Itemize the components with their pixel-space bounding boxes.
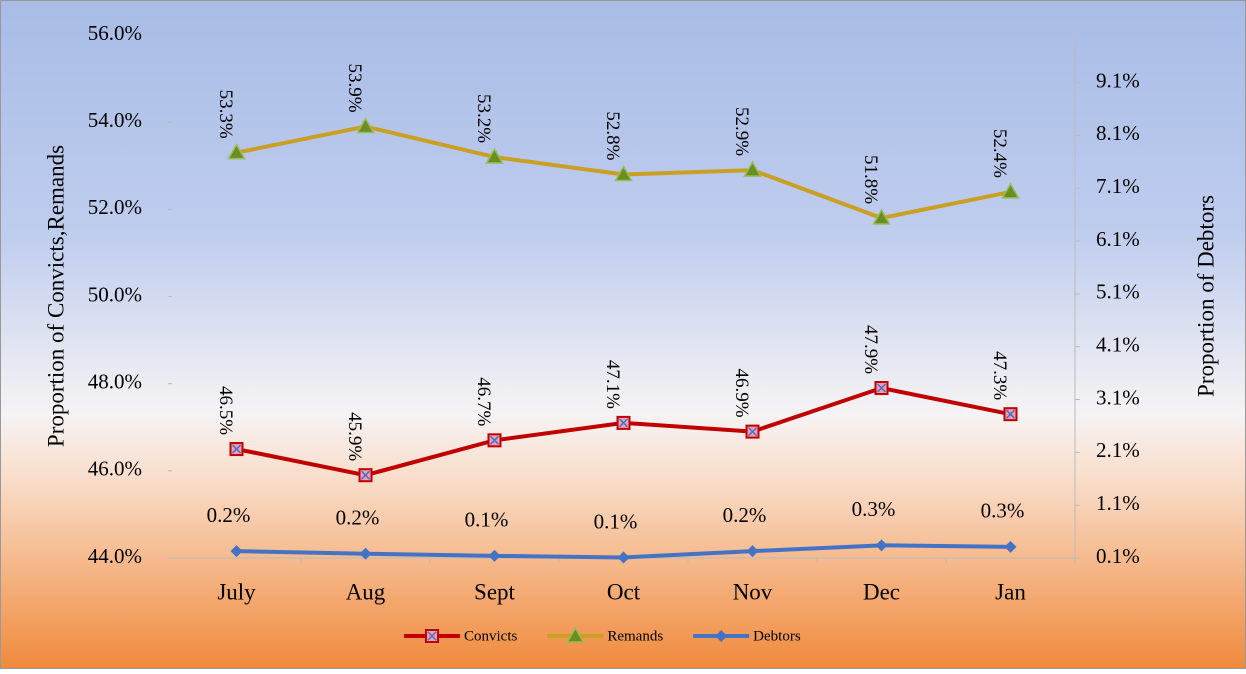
y2-tick-label: 3.1% <box>1096 385 1140 409</box>
data-label: 45.9% <box>344 412 365 461</box>
data-label: 0.2% <box>723 503 767 527</box>
point <box>488 549 501 562</box>
y2-tick-label: 9.1% <box>1096 68 1140 92</box>
point <box>359 547 372 560</box>
y-tick-label: 54.0% <box>88 108 142 132</box>
point <box>230 545 243 558</box>
y2-tick-label: 1.1% <box>1096 491 1140 515</box>
point <box>485 147 504 164</box>
point <box>745 424 760 439</box>
y2-tick-label: 0.1% <box>1096 544 1140 568</box>
point <box>229 442 244 457</box>
data-label: 47.9% <box>860 325 881 374</box>
data-label: 0.1% <box>594 509 638 533</box>
data-label: 52.9% <box>731 107 752 156</box>
y-tick-label: 52.0% <box>88 195 142 219</box>
data-label: 46.5% <box>215 386 236 435</box>
y-axis-title: Proportion of Convicts,Remands <box>43 145 68 447</box>
point <box>616 415 631 430</box>
data-label: 47.1% <box>602 360 623 409</box>
y2-axis-title: Proportion of Debtors <box>1193 195 1218 397</box>
data-label: 46.9% <box>731 369 752 418</box>
data-label: 53.9% <box>344 63 365 112</box>
y2-tick-label: 4.1% <box>1096 332 1140 356</box>
y-tick-label: 44.0% <box>88 544 142 568</box>
legend-marker <box>425 629 439 643</box>
y2-tick-label: 7.1% <box>1096 174 1140 198</box>
point <box>743 160 762 177</box>
point <box>1003 407 1018 422</box>
point <box>614 164 633 182</box>
point <box>875 539 888 552</box>
point <box>1004 540 1017 553</box>
legend-marker <box>715 630 728 642</box>
x-tick-label: Oct <box>607 579 641 604</box>
legend-label: Remands <box>607 628 663 644</box>
y2-tick-label: 8.1% <box>1096 121 1140 145</box>
point <box>356 117 375 134</box>
y2-tick-label: 6.1% <box>1096 227 1140 251</box>
data-label: 46.7% <box>473 377 494 426</box>
data-label: 51.8% <box>860 155 881 204</box>
data-label: 47.3% <box>989 351 1010 400</box>
y2-tick-label: 2.1% <box>1096 438 1140 462</box>
data-label: 52.8% <box>602 111 623 160</box>
point <box>1001 182 1020 199</box>
data-label: 53.2% <box>473 94 494 143</box>
data-label: 53.3% <box>215 90 236 139</box>
x-tick-label: Aug <box>346 579 386 604</box>
y2-tick-label: 5.1% <box>1096 280 1140 304</box>
y-tick-label: 46.0% <box>88 457 142 481</box>
data-label: 52.4% <box>989 129 1010 178</box>
data-label: 0.2% <box>336 506 380 530</box>
point <box>358 468 373 483</box>
point <box>227 143 246 160</box>
data-label: 0.3% <box>852 497 896 521</box>
point <box>874 381 889 396</box>
y-tick-label: 48.0% <box>88 369 142 393</box>
x-tick-label: Jan <box>995 579 1026 604</box>
data-label: 0.1% <box>465 508 509 532</box>
legend-marker <box>566 626 585 643</box>
data-label: 0.2% <box>207 503 251 527</box>
legend-label: Convicts <box>464 628 517 644</box>
data-label: 0.3% <box>981 499 1025 523</box>
point <box>746 545 759 558</box>
x-tick-label: Sept <box>474 579 516 604</box>
y-tick-label: 56.0% <box>88 21 142 45</box>
legend-label: Debtors <box>753 628 801 644</box>
y-tick-label: 50.0% <box>88 282 142 306</box>
x-tick-label: Dec <box>863 579 900 604</box>
x-tick-label: July <box>217 579 256 604</box>
point <box>872 208 891 225</box>
point <box>487 433 502 448</box>
point <box>617 551 630 564</box>
x-tick-label: Nov <box>733 579 773 604</box>
